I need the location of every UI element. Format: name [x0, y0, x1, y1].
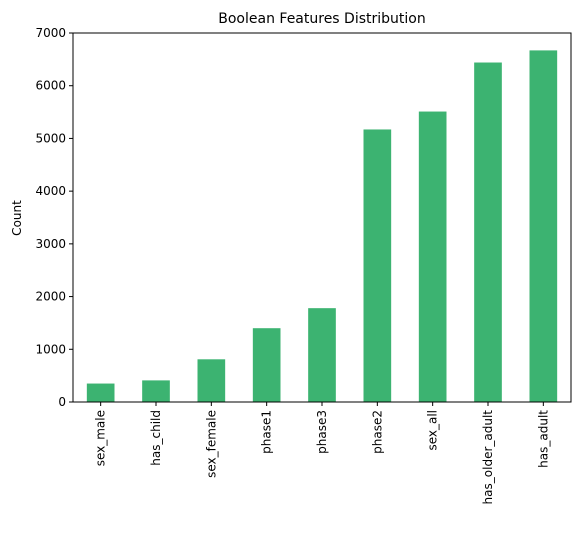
chart-title: Boolean Features Distribution — [218, 11, 425, 27]
bar-has_adult — [529, 50, 558, 402]
y-tick-label: 3000 — [35, 237, 66, 251]
bar-phase1 — [252, 328, 281, 402]
x-tick-label: has_older_adult — [481, 410, 495, 505]
y-tick-label: 7000 — [35, 26, 66, 40]
x-tick-label: has_child — [149, 410, 163, 466]
bar-sex_female — [197, 359, 226, 402]
y-tick-label: 2000 — [35, 290, 66, 304]
x-tick-label: has_adult — [536, 410, 550, 468]
bar-has_older_adult — [474, 62, 502, 403]
plot-frame — [72, 32, 572, 403]
y-tick-label: 6000 — [35, 79, 66, 93]
x-tick-label: sex_male — [94, 410, 108, 466]
bars-layer — [86, 50, 558, 403]
x-tick-label: sex_female — [204, 410, 218, 478]
x-tick-label: phase2 — [370, 410, 384, 454]
x-axis: sex_male has_child sex_female phase1 phase3 p… — [94, 402, 550, 505]
bar-has_child — [142, 380, 170, 402]
y-tick-label: 0 — [58, 395, 66, 409]
bar-phase2 — [363, 129, 392, 402]
y-tick-label: 1000 — [35, 342, 66, 356]
bar-sex_male — [86, 383, 115, 402]
y-axis: 0 1000 2000 3000 4000 5000 6000 7000 — [35, 26, 73, 409]
y-tick-label: 5000 — [35, 131, 66, 145]
x-tick-label: phase3 — [315, 410, 329, 454]
y-tick-label: 4000 — [35, 184, 66, 198]
bar-sex_all — [418, 111, 447, 403]
x-tick-label: phase1 — [260, 410, 274, 454]
x-tick-label: sex_all — [426, 410, 440, 451]
y-axis-label: Count — [10, 200, 24, 236]
bar-phase3 — [308, 308, 336, 402]
